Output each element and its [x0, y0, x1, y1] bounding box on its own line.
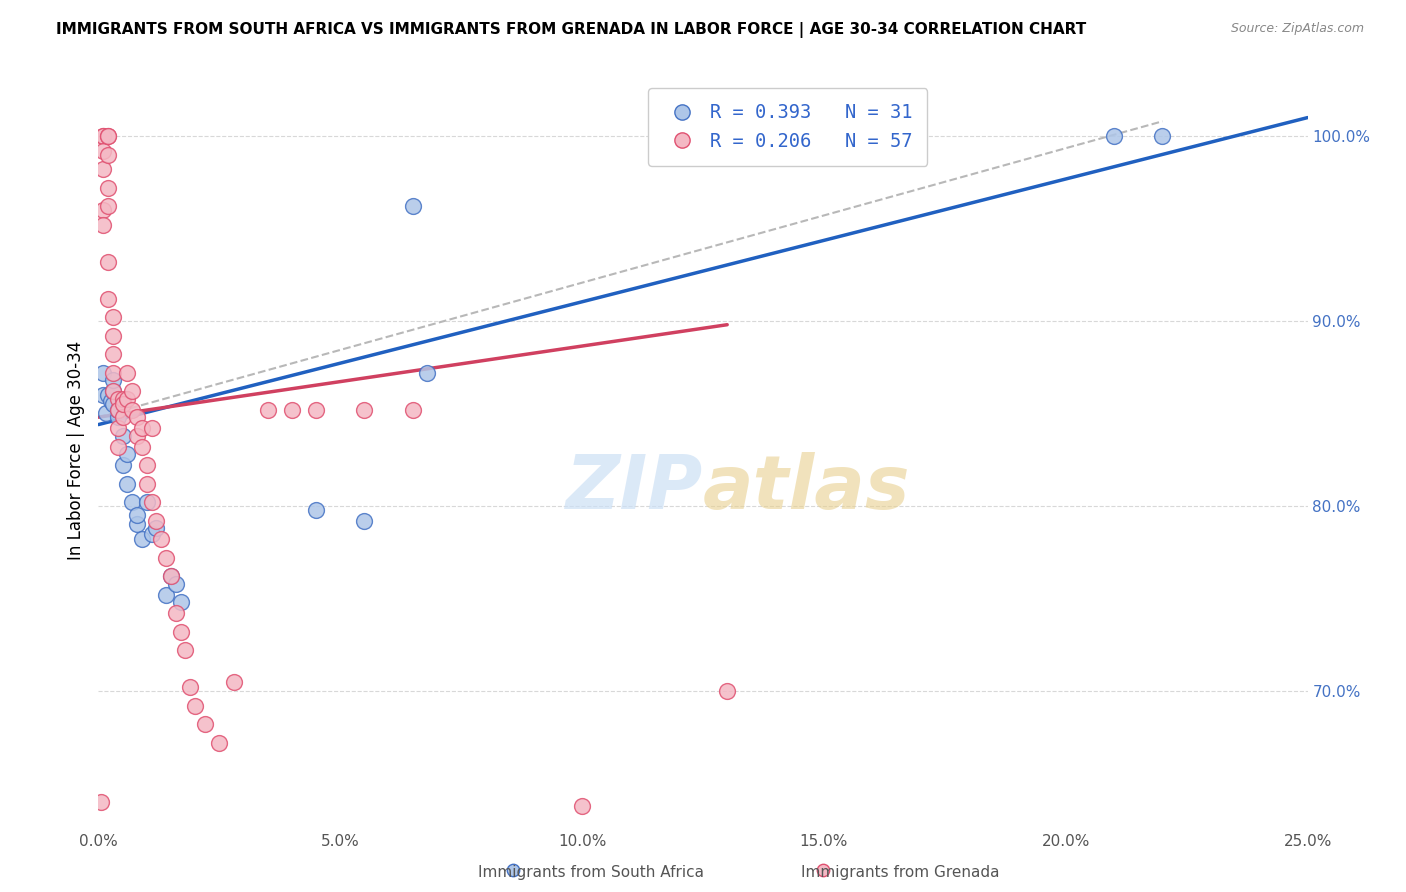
Point — [121, 384, 143, 399]
Point — [208, 736, 231, 750]
Point — [97, 388, 120, 402]
Point — [1102, 129, 1125, 144]
Point — [101, 397, 124, 411]
Point — [101, 347, 124, 361]
Point — [111, 392, 134, 406]
Point — [141, 421, 163, 435]
Point — [127, 410, 149, 425]
Point — [160, 569, 183, 583]
Point — [174, 643, 197, 657]
Text: atlas: atlas — [703, 452, 911, 524]
Point — [97, 129, 120, 144]
Point — [155, 550, 177, 565]
Point — [107, 402, 129, 417]
Point — [145, 521, 167, 535]
Point — [90, 795, 112, 809]
Point — [256, 402, 278, 417]
Point — [94, 407, 117, 421]
Point — [107, 410, 129, 425]
Point — [101, 384, 124, 399]
Point — [127, 508, 149, 523]
Point — [107, 440, 129, 454]
Point — [305, 502, 328, 516]
Point — [135, 476, 157, 491]
Point — [402, 199, 425, 213]
Point — [91, 129, 114, 144]
Point — [135, 495, 157, 509]
Point — [107, 402, 129, 417]
Point — [502, 863, 524, 877]
Point — [150, 533, 173, 547]
Point — [91, 202, 114, 217]
Point — [179, 680, 201, 694]
Point — [91, 388, 114, 402]
Text: IMMIGRANTS FROM SOUTH AFRICA VS IMMIGRANTS FROM GRENADA IN LABOR FORCE | AGE 30-: IMMIGRANTS FROM SOUTH AFRICA VS IMMIGRAN… — [56, 22, 1087, 38]
Point — [145, 514, 167, 528]
Point — [131, 533, 153, 547]
Point — [97, 255, 120, 269]
Point — [117, 392, 139, 406]
Point — [97, 129, 120, 144]
Point — [101, 373, 124, 387]
Point — [111, 458, 134, 473]
Point — [402, 402, 425, 417]
Point — [121, 495, 143, 509]
Point — [121, 402, 143, 417]
Point — [107, 421, 129, 435]
Point — [97, 147, 120, 161]
Point — [222, 674, 245, 689]
Point — [716, 684, 738, 698]
Point — [353, 514, 375, 528]
Point — [101, 384, 124, 399]
Point — [117, 447, 139, 461]
Point — [111, 410, 134, 425]
Point — [571, 798, 593, 813]
Point — [141, 526, 163, 541]
Point — [91, 129, 114, 144]
Text: Immigrants from Grenada: Immigrants from Grenada — [800, 865, 1000, 880]
Point — [131, 440, 153, 454]
Point — [117, 476, 139, 491]
Legend: R = 0.393   N = 31, R = 0.206   N = 57: R = 0.393 N = 31, R = 0.206 N = 57 — [648, 88, 928, 166]
Point — [127, 428, 149, 442]
Point — [111, 397, 134, 411]
Point — [141, 495, 163, 509]
Point — [91, 366, 114, 380]
Point — [131, 421, 153, 435]
Point — [91, 218, 114, 232]
Point — [305, 402, 328, 417]
Point — [416, 366, 439, 380]
Point — [100, 393, 122, 408]
Point — [101, 366, 124, 380]
Point — [101, 310, 124, 325]
Point — [160, 569, 183, 583]
Point — [169, 624, 191, 639]
Point — [97, 199, 120, 213]
Point — [169, 595, 191, 609]
Point — [107, 392, 129, 406]
Point — [184, 698, 207, 713]
Text: ZIP: ZIP — [565, 452, 703, 524]
Point — [97, 292, 120, 306]
Point — [811, 863, 834, 877]
Point — [1152, 129, 1174, 144]
Point — [91, 144, 114, 158]
Point — [353, 402, 375, 417]
Point — [281, 402, 304, 417]
Point — [155, 588, 177, 602]
Point — [135, 458, 157, 473]
Y-axis label: In Labor Force | Age 30-34: In Labor Force | Age 30-34 — [66, 341, 84, 560]
Point — [165, 576, 187, 591]
Point — [97, 181, 120, 195]
Point — [101, 328, 124, 343]
Point — [91, 162, 114, 177]
Point — [127, 517, 149, 532]
Point — [194, 717, 217, 731]
Text: Immigrants from South Africa: Immigrants from South Africa — [478, 865, 703, 880]
Point — [165, 606, 187, 620]
Text: Source: ZipAtlas.com: Source: ZipAtlas.com — [1230, 22, 1364, 36]
Point — [111, 428, 134, 442]
Point — [117, 366, 139, 380]
